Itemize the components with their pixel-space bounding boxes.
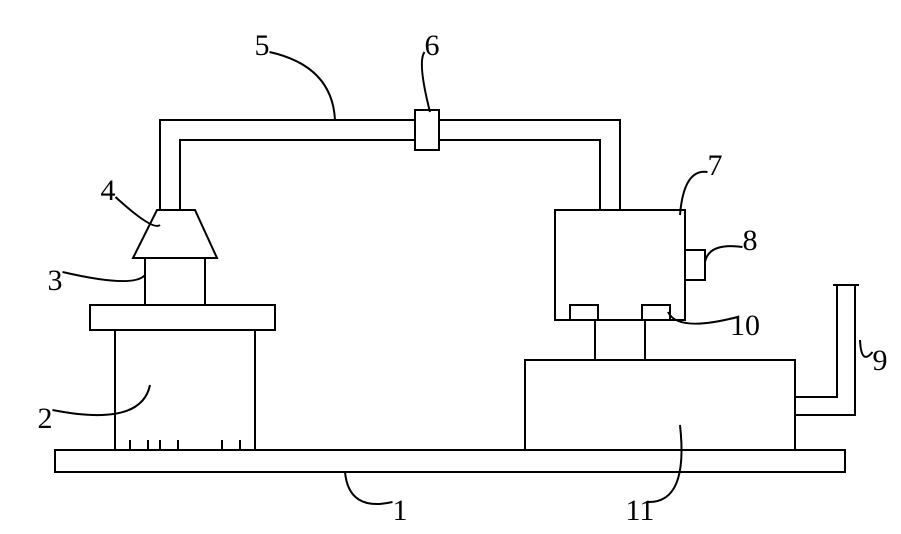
callout-leader-8 [705,246,743,262]
outlet-pipe [795,285,855,415]
callout-label-1: 1 [393,494,408,527]
right-box [555,210,685,320]
callout-leader-5 [270,52,336,120]
right-base [525,360,795,450]
callout-label-2: 2 [38,402,53,435]
callout-leader-7 [680,172,708,215]
left-plate [90,305,275,330]
callout-label-9: 9 [873,344,888,377]
bottom-tab-0 [570,305,598,320]
callout-label-4: 4 [101,174,116,207]
callout-label-5: 5 [255,29,270,62]
valve [415,110,439,150]
callout-label-3: 3 [48,264,63,297]
callout-label-10: 10 [730,309,760,342]
base-plate [55,450,845,472]
right-neck [595,320,645,360]
callout-label-6: 6 [425,29,440,62]
callout-label-7: 7 [708,149,723,182]
pipe [160,120,620,210]
funnel [133,210,217,258]
callout-leader-3 [63,272,146,281]
callout-leader-9 [860,340,873,357]
bottom-tab-1 [642,305,670,320]
mechanical-diagram: 1 2 3 4 5 6 7 8 9 10 11 [0,0,901,534]
callout-leader-1 [345,472,393,504]
callout-label-8: 8 [743,224,758,257]
side-tab [685,250,705,280]
left-cylinder [145,258,205,305]
left-vessel [115,330,255,450]
callout-label-11: 11 [626,494,655,527]
